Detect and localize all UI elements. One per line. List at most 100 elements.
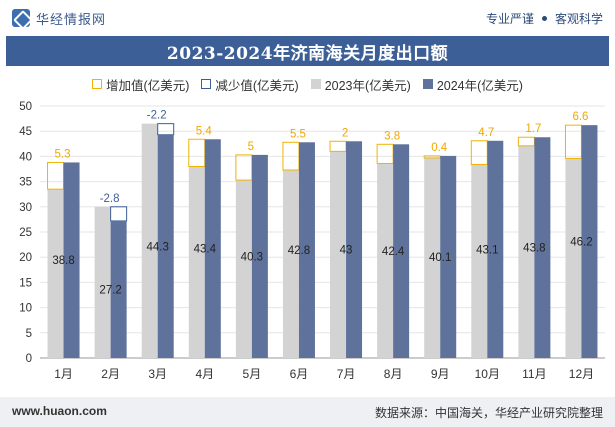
bar-2023 xyxy=(565,158,582,358)
bar-2023 xyxy=(235,180,252,358)
title-bar: 2023-2024年济南海关月度出口额 xyxy=(6,36,609,66)
x-tick-label: 11月 xyxy=(522,367,546,381)
value-label-2024: 43 xyxy=(340,245,353,257)
value-label-2024: 27.2 xyxy=(99,284,121,296)
tag-professional: 专业严谨 xyxy=(485,12,534,26)
value-label-2024: 42.8 xyxy=(288,245,310,257)
legend-label-2023: 2023年(亿美元) xyxy=(324,78,411,93)
x-tick-label: 2月 xyxy=(101,367,120,381)
x-tick-label: 10月 xyxy=(475,367,500,381)
bar-2023 xyxy=(471,164,488,358)
increase-box xyxy=(47,161,65,190)
bar-2024 xyxy=(393,144,410,358)
y-tick-label: 45 xyxy=(19,126,32,138)
bar-2023 xyxy=(282,170,299,358)
bar-2024 xyxy=(581,125,598,358)
bar-2023 xyxy=(141,123,158,358)
footer: www.huaon.com 数据来源：中国海关，华经产业研究院整理 xyxy=(0,397,615,427)
brand-name: 华经情报网 xyxy=(36,11,107,27)
bar-2024 xyxy=(298,142,315,358)
bar-2023 xyxy=(377,163,394,358)
change-label: 5.4 xyxy=(196,125,213,137)
bar-2024 xyxy=(63,162,80,358)
increase-box xyxy=(517,136,535,147)
x-tick-label: 1月 xyxy=(54,367,73,381)
value-label-2024: 43.1 xyxy=(476,244,498,256)
y-tick-label: 50 xyxy=(19,101,32,113)
change-label: 0.4 xyxy=(431,142,448,154)
legend-swatch-2024 xyxy=(422,79,433,89)
legend-item-2023: 2023年(亿美元) xyxy=(310,75,411,93)
footer-source: 数据来源：中国海关，华经产业研究院整理 xyxy=(374,406,603,420)
y-tick-label: 10 xyxy=(19,303,32,315)
legend-swatch-decrease xyxy=(201,79,212,89)
y-tick-label: 40 xyxy=(19,151,32,163)
bar-2023 xyxy=(47,189,64,358)
increase-box xyxy=(329,140,347,152)
increase-box xyxy=(423,155,441,159)
x-tick-label: 4月 xyxy=(195,367,214,381)
bar-chart: 0 5 10 15 20 25 30 35 40 45 50 5.3 38.8 1月 -2.8 27.2 2月 -… xyxy=(19,101,605,381)
value-label-2024: 38.8 xyxy=(52,255,74,267)
change-label: 3.8 xyxy=(384,130,400,142)
value-label-2024: 43.8 xyxy=(523,243,545,255)
bar-2024 xyxy=(346,141,363,358)
x-tick-label: 7月 xyxy=(337,367,356,381)
tag-objective: 客观科学 xyxy=(554,12,603,26)
y-tick-label: 15 xyxy=(19,277,32,289)
value-label-2024: 46.2 xyxy=(570,237,592,249)
y-tick-label: 0 xyxy=(26,353,32,365)
y-tick-label: 35 xyxy=(19,177,32,189)
increase-box xyxy=(470,140,488,165)
decrease-box xyxy=(110,206,128,222)
change-label: 6.6 xyxy=(572,111,588,123)
bar-2024 xyxy=(251,154,268,358)
decrease-box xyxy=(157,123,175,136)
bar-2023 xyxy=(518,145,535,358)
bar-2024 xyxy=(440,155,457,358)
bar-2023 xyxy=(94,206,111,358)
y-tick-label: 20 xyxy=(19,252,32,264)
increase-box xyxy=(564,124,582,159)
value-label-2024: 40.1 xyxy=(429,252,451,264)
top-bar: 华经情报网 专业严谨 客观科学 xyxy=(0,0,615,36)
increase-box xyxy=(235,154,253,181)
value-label-2024: 42.4 xyxy=(382,246,405,258)
bar-2024 xyxy=(110,220,127,358)
value-label-2024: 43.4 xyxy=(194,244,217,256)
legend-swatch-increase xyxy=(92,79,103,89)
x-tick-label: 3月 xyxy=(148,367,167,381)
chart-legend: 增加值(亿美元) 减少值(亿美元) 2023年(亿美元) 2024年(亿美元) xyxy=(0,75,615,93)
tagline: 专业严谨 客观科学 xyxy=(486,10,603,27)
bar-2023 xyxy=(330,151,347,358)
chart-title: 2023-2024年济南海关月度出口额 xyxy=(166,43,449,64)
bar-2024 xyxy=(157,134,174,358)
legend-label-increase: 增加值(亿美元) xyxy=(106,78,190,93)
bar-2024 xyxy=(204,139,221,358)
y-tick-label: 30 xyxy=(19,202,32,214)
legend-swatch-2023 xyxy=(310,79,321,89)
change-label: 1.7 xyxy=(525,123,541,135)
value-label-2024: 44.3 xyxy=(147,241,169,253)
bar-2023 xyxy=(424,157,441,358)
x-tick-label: 9月 xyxy=(431,367,450,381)
x-tick-label: 6月 xyxy=(290,367,309,381)
change-label: 2 xyxy=(342,127,348,139)
value-label-2024: 40.3 xyxy=(241,251,263,263)
x-tick-label: 5月 xyxy=(243,367,262,381)
x-tick-label: 12月 xyxy=(569,367,594,381)
legend-label-decrease: 减少值(亿美元) xyxy=(215,78,299,93)
legend-label-2024: 2024年(亿美元) xyxy=(436,78,523,93)
y-tick-label: 25 xyxy=(19,227,32,239)
change-label: 5.3 xyxy=(55,148,71,160)
legend-item-decrease: 减少值(亿美元) xyxy=(201,75,299,93)
legend-item-increase: 增加值(亿美元) xyxy=(92,75,189,93)
change-label: -2.8 xyxy=(100,193,120,205)
increase-box xyxy=(376,143,394,164)
change-label: -2.2 xyxy=(147,110,167,122)
footer-website: www.huaon.com xyxy=(12,404,107,418)
change-label: 5 xyxy=(248,141,254,153)
brand-logo-icon xyxy=(12,9,30,27)
bar-2024 xyxy=(487,140,504,358)
change-label: 5.5 xyxy=(290,128,306,140)
